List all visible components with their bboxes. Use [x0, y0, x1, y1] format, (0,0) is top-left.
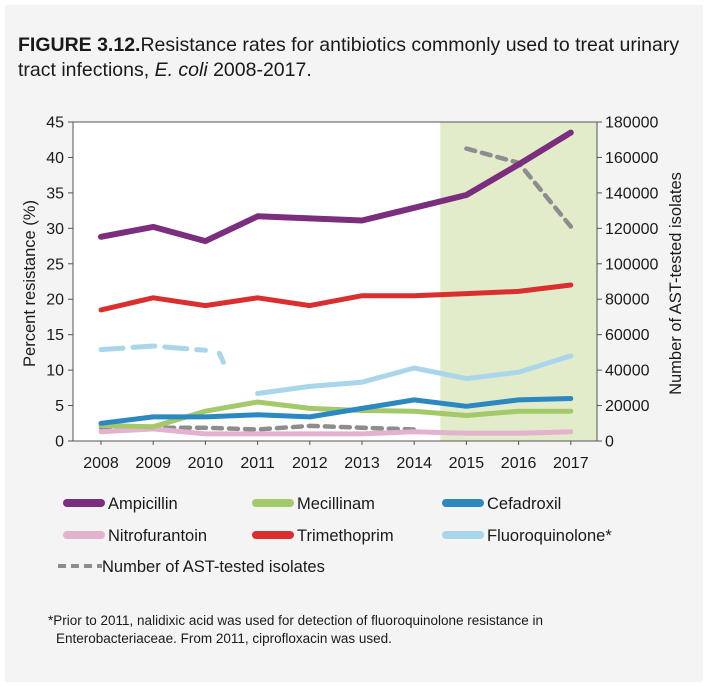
figure-title: FIGURE 3.12.Resistance rates for antibio… — [18, 33, 698, 83]
x-tick-label: 2009 — [135, 455, 171, 472]
y-tick-label: 0 — [55, 434, 64, 451]
y-tick-label: 30 — [46, 221, 64, 238]
legend-label-cefadroxil: Cefadroxil — [487, 495, 561, 513]
y2-tick-label: 180000 — [605, 115, 658, 132]
x-tick-label: 2017 — [553, 455, 589, 472]
footnote-line-2: Enterobacteriaceae. From 2011, ciproflox… — [56, 631, 392, 646]
legend-label-mecillinam: Mecillinam — [297, 495, 375, 513]
x-tick-label: 2016 — [501, 455, 537, 472]
legend-label-number-of-ast-tested-isolates: Number of AST-tested isolates — [102, 558, 325, 576]
series-line-fluoroquinolone-nalidixic — [98, 343, 208, 353]
y-tick-label: 15 — [46, 327, 64, 344]
plot-frame — [72, 121, 598, 442]
series-line-fluoroquinolone-break-tail — [216, 350, 226, 365]
series-line-cefadroxil — [98, 396, 574, 426]
x-tick-label: 2008 — [83, 455, 119, 472]
series-line-ampicillin — [98, 129, 574, 245]
figure-title-years: 2008-2017. — [207, 59, 312, 81]
y2-axis-title: Number of AST-tested isolates — [667, 172, 685, 395]
series-line-nitrofurantoin — [98, 426, 574, 437]
y-axis-title: Percent resistance (%) — [21, 200, 39, 367]
series-line-fluoroquinolone — [255, 353, 574, 396]
highlight-band — [440, 122, 597, 441]
y2-tick-label: 120000 — [605, 221, 658, 238]
y2-tick-label: 40000 — [605, 363, 650, 380]
x-tick-label: 2013 — [344, 455, 380, 472]
x-tick-label: 2010 — [188, 455, 224, 472]
y2-tick-label: 0 — [605, 434, 614, 451]
x-tick-label: 2015 — [449, 455, 485, 472]
y2-tick-label: 80000 — [605, 292, 650, 309]
footnote-line-1: *Prior to 2011, nalidixic acid was used … — [48, 613, 544, 628]
y2-tick-label: 140000 — [605, 185, 658, 202]
y2-tick-label: 160000 — [605, 150, 658, 167]
legend-label-trimethoprim: Trimethoprim — [297, 527, 394, 545]
x-tick-label: 2014 — [396, 455, 432, 472]
y2-tick-label: 100000 — [605, 256, 658, 273]
y-tick-label: 35 — [46, 185, 64, 202]
y2-tick-label: 20000 — [605, 398, 650, 415]
legend-label-nitrofurantoin: Nitrofurantoin — [108, 527, 207, 545]
x-tick-label: 2012 — [292, 455, 328, 472]
figure-title-organism: E. coli — [154, 59, 208, 81]
y2-tick-label: 60000 — [605, 327, 650, 344]
y-tick-label: 40 — [46, 150, 64, 167]
y-tick-label: 45 — [46, 115, 64, 132]
x-tick-label: 2011 — [240, 455, 275, 472]
legend-label-fluoroquinolone: Fluoroquinolone* — [487, 527, 612, 545]
y-tick-label: 20 — [46, 292, 64, 309]
y-tick-label: 5 — [55, 398, 64, 415]
footnote: *Prior to 2011, nalidixic acid was used … — [48, 612, 688, 648]
y-tick-label: 25 — [46, 256, 64, 273]
series-line-trimethoprim — [98, 282, 574, 313]
legend-label-ampicillin: Ampicillin — [108, 495, 178, 513]
figure-label: FIGURE 3.12. — [18, 34, 141, 56]
y-tick-label: 10 — [46, 363, 64, 380]
figure-title-text: Resistance rates for antibiotics commonl… — [18, 34, 680, 81]
